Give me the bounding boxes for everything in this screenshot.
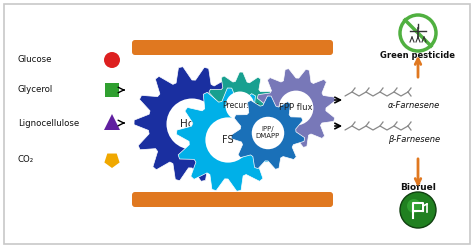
FancyBboxPatch shape (4, 4, 470, 244)
Text: FS: FS (222, 135, 234, 145)
Text: Lignocellulose: Lignocellulose (18, 119, 79, 127)
Text: Green pesticide: Green pesticide (381, 52, 456, 61)
Polygon shape (104, 154, 119, 168)
Circle shape (166, 98, 218, 150)
Polygon shape (176, 88, 280, 191)
Circle shape (400, 192, 436, 228)
Polygon shape (134, 67, 250, 181)
Text: Biofuel: Biofuel (400, 183, 436, 191)
Text: Host: Host (180, 119, 204, 129)
Circle shape (205, 117, 251, 163)
Text: β-Farnesene: β-Farnesene (388, 134, 440, 144)
Text: CO₂: CO₂ (18, 155, 34, 164)
Text: Glucose: Glucose (18, 56, 53, 64)
Circle shape (226, 92, 255, 121)
FancyBboxPatch shape (105, 83, 119, 97)
Text: IPP/
DMAPP: IPP/ DMAPP (256, 126, 280, 139)
FancyBboxPatch shape (132, 192, 333, 207)
Circle shape (252, 117, 284, 149)
Polygon shape (104, 114, 120, 130)
Text: α-Farnesene: α-Farnesene (388, 100, 440, 110)
Circle shape (104, 52, 120, 68)
Text: FPP flux: FPP flux (279, 103, 313, 113)
Polygon shape (256, 69, 335, 147)
Text: Precursor: Precursor (222, 101, 258, 111)
Polygon shape (206, 72, 273, 139)
Circle shape (407, 199, 421, 213)
FancyBboxPatch shape (132, 40, 333, 55)
Polygon shape (231, 96, 305, 169)
Circle shape (279, 91, 313, 125)
Text: Glycerol: Glycerol (18, 86, 53, 94)
